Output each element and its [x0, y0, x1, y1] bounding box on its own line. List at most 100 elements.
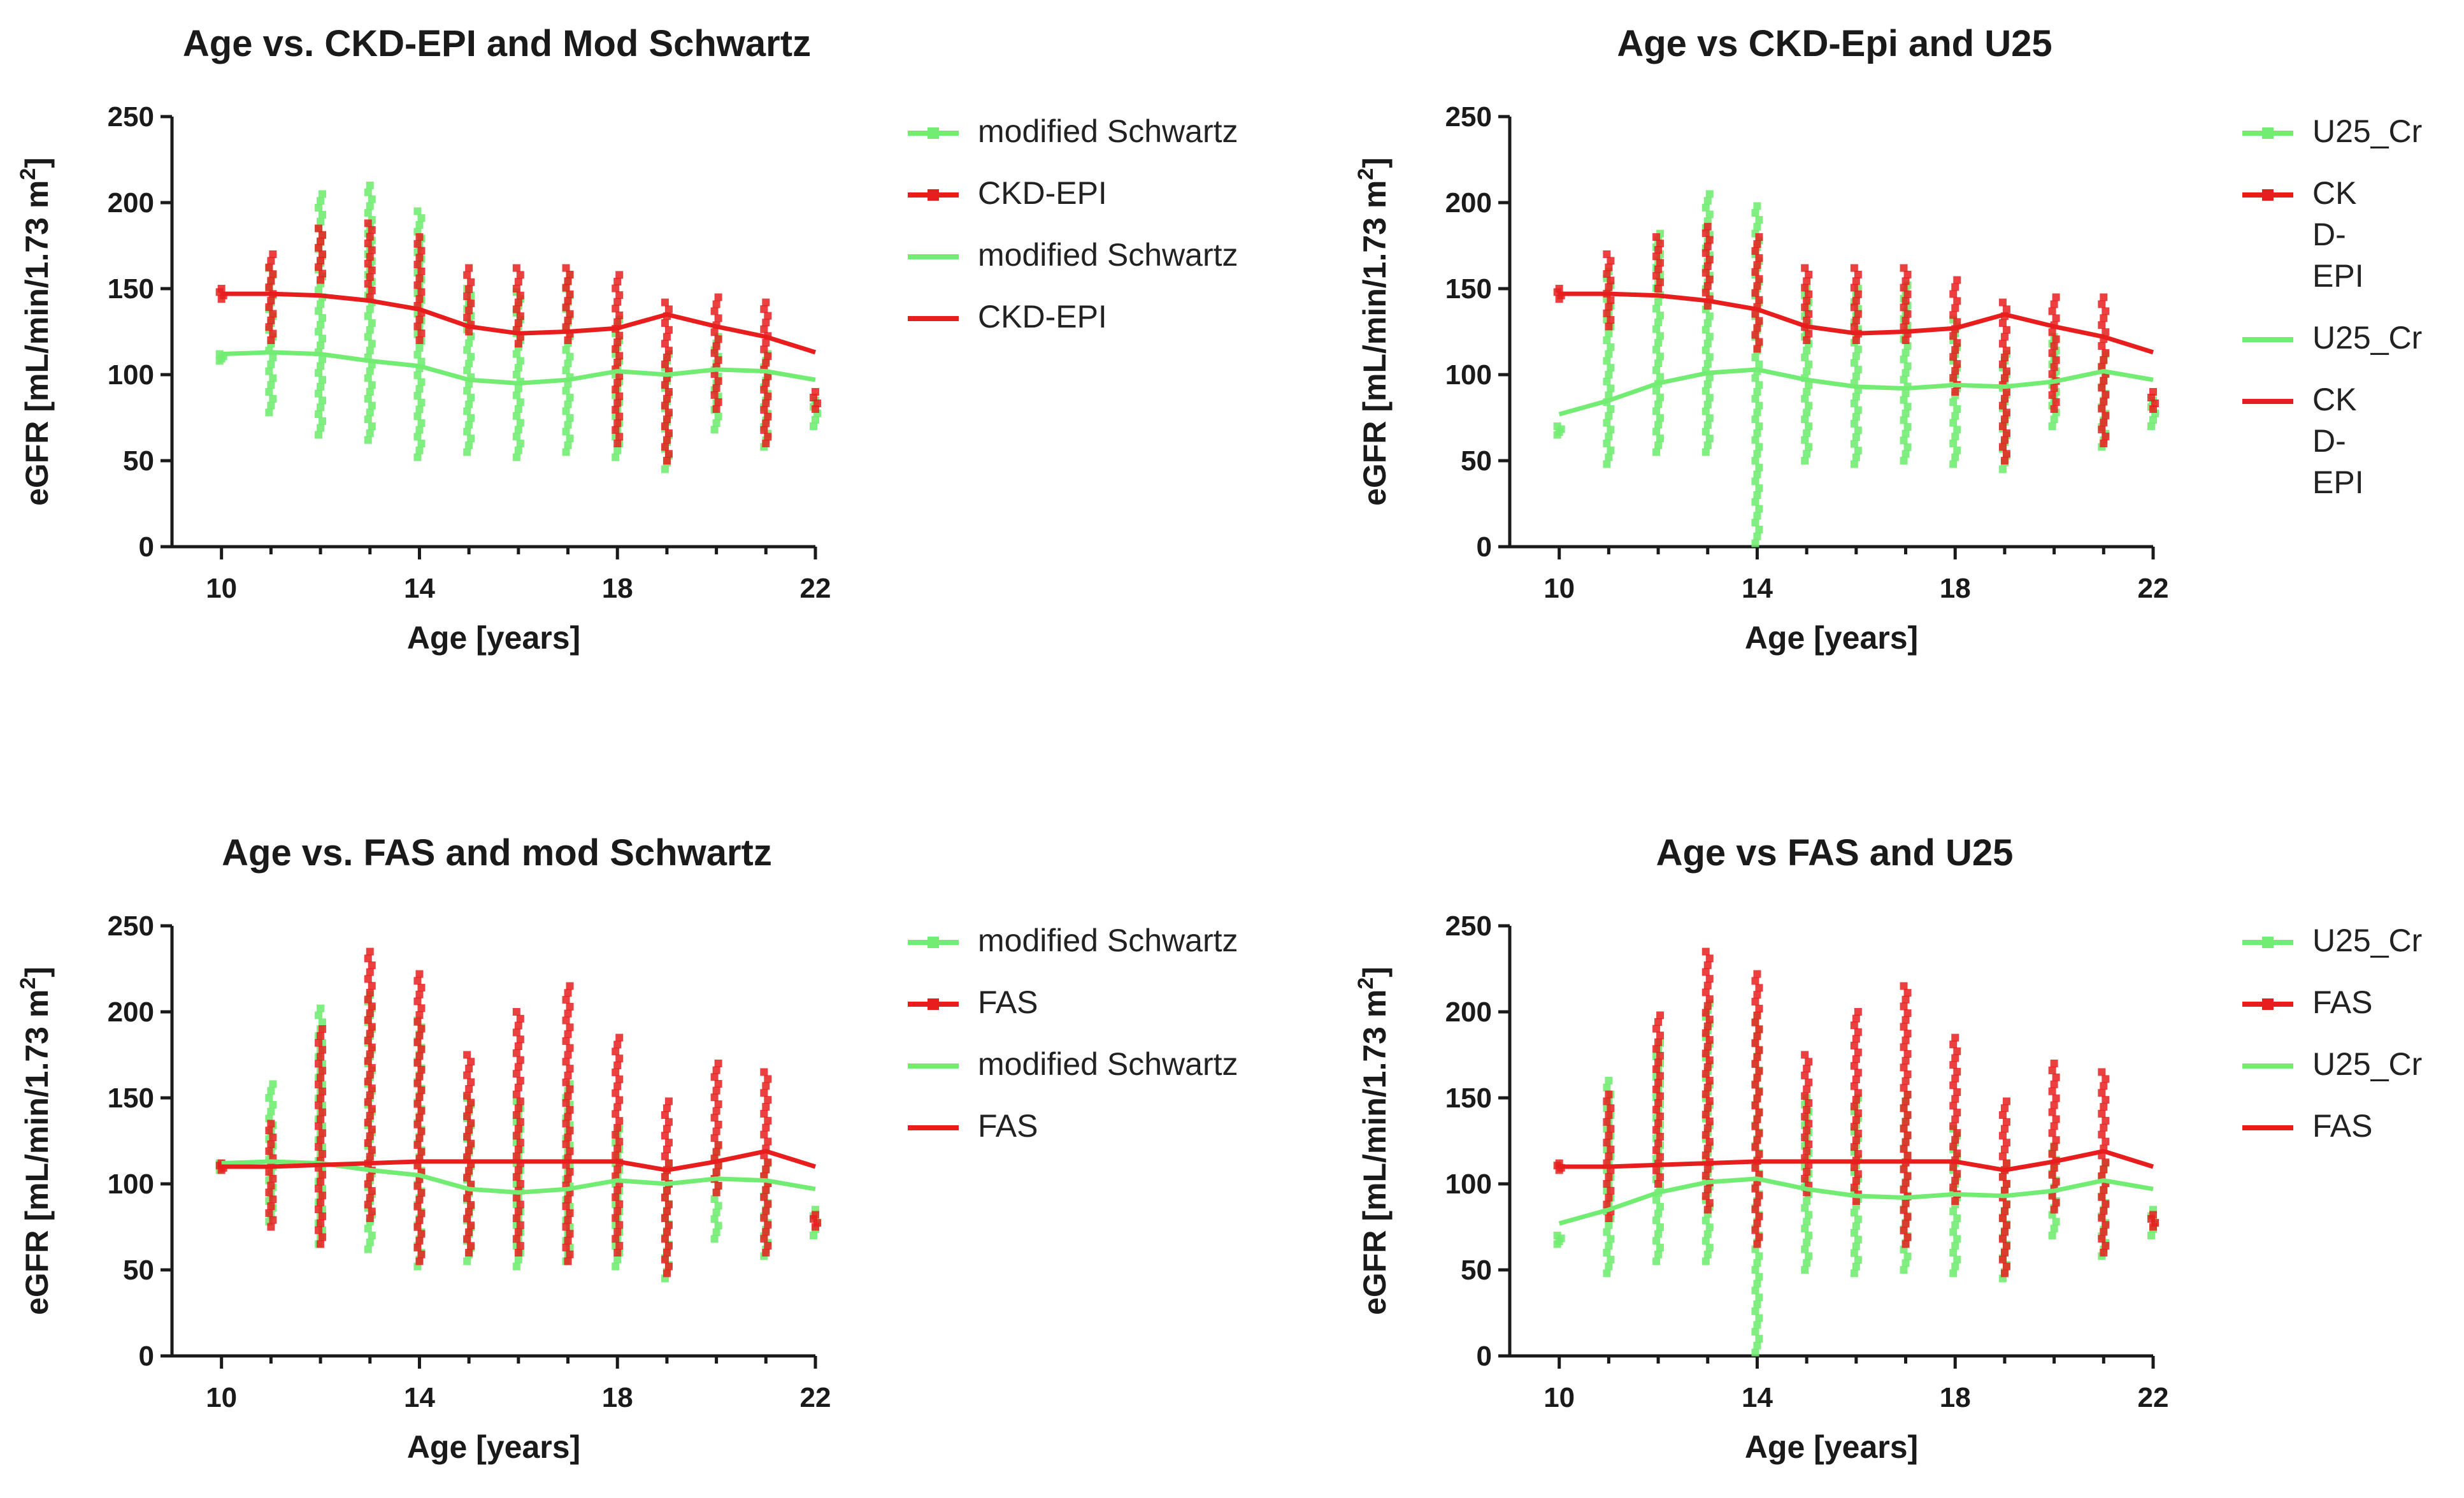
data-point	[465, 328, 473, 336]
data-point	[413, 322, 422, 331]
data-point	[1703, 339, 1712, 347]
data-point	[1753, 532, 1761, 540]
data-point	[762, 319, 770, 327]
data-point	[1755, 422, 1763, 430]
data-point	[417, 288, 426, 296]
data-point	[417, 440, 426, 448]
data-point	[512, 1152, 520, 1160]
data-point	[1705, 236, 1714, 244]
data-point	[1705, 256, 1714, 264]
y-tick-label: 250	[1445, 101, 1492, 133]
data-point	[1652, 407, 1661, 415]
data-point	[2098, 1193, 2106, 1201]
data-point	[1753, 1300, 1761, 1308]
data-point	[463, 1235, 471, 1243]
data-point	[415, 446, 424, 454]
data-point	[415, 220, 424, 229]
data-point	[2102, 1221, 2110, 1229]
chart-panel-1: Age vs. CKD-EPI and Mod Schwartz 0 50 100 15…	[16, 23, 1238, 656]
data-point	[613, 277, 622, 285]
data-point	[2048, 349, 2056, 357]
data-point	[664, 326, 673, 334]
data-point	[661, 360, 669, 368]
data-point	[1652, 448, 1661, 456]
data-point	[1701, 1131, 1710, 1139]
data-point	[2098, 1089, 2106, 1097]
data-point	[714, 335, 722, 343]
data-point	[1755, 1252, 1763, 1260]
data-point	[1656, 373, 1665, 381]
data-point	[463, 366, 471, 375]
data-point	[516, 419, 524, 427]
legend-swatch-point	[2262, 998, 2274, 1010]
data-point	[267, 1107, 275, 1116]
data-point	[2102, 1075, 2110, 1083]
data-point	[1949, 1163, 1958, 1171]
data-point	[1607, 1146, 1615, 1153]
data-point	[512, 1070, 520, 1078]
data-point	[1652, 366, 1661, 374]
data-point	[1902, 1118, 1910, 1126]
data-point	[613, 318, 622, 326]
data-point	[1652, 1166, 1661, 1174]
data-point	[1703, 1165, 1712, 1173]
data-point	[1751, 415, 1759, 424]
data-point	[465, 1085, 473, 1093]
legend-swatch-point	[928, 937, 939, 948]
data-point	[1951, 1033, 1959, 1042]
y-tick-label: 100	[1445, 1169, 1492, 1200]
data-point	[319, 1129, 327, 1137]
data-point	[661, 422, 669, 430]
data-point	[1753, 1011, 1761, 1019]
data-point	[267, 401, 275, 410]
data-point	[1902, 1077, 1910, 1085]
data-point	[1852, 1035, 1860, 1043]
data-point	[265, 388, 273, 396]
data-point	[760, 325, 768, 333]
data-point	[566, 290, 574, 298]
data-point	[2050, 342, 2058, 350]
data-point	[1603, 377, 1611, 385]
data-point	[1701, 229, 1710, 238]
data-point	[564, 359, 572, 368]
data-point	[1654, 359, 1663, 368]
data-point	[368, 1125, 376, 1134]
data-point	[368, 982, 376, 990]
data-point	[467, 414, 475, 422]
data-point	[1656, 1202, 1665, 1211]
data-point	[1705, 333, 1714, 341]
data-point	[810, 422, 817, 430]
data-point	[512, 391, 520, 400]
data-point	[1701, 1111, 1710, 1119]
y-tick-label: 0	[1477, 1341, 1492, 1372]
data-point	[1751, 394, 1759, 403]
data-point	[1705, 1077, 1714, 1084]
data-point	[267, 257, 275, 265]
data-point	[1953, 1109, 1961, 1117]
data-point	[417, 1250, 426, 1258]
data-point	[2052, 335, 2060, 343]
data-point	[566, 270, 574, 278]
data-point	[1902, 1259, 1910, 1267]
data-point	[1703, 1124, 1712, 1132]
data-point	[516, 1221, 524, 1229]
data-point	[1801, 1113, 1809, 1121]
data-point	[1751, 310, 1759, 318]
data-point	[1654, 265, 1663, 273]
data-point	[1803, 450, 1811, 458]
data-point	[1953, 1214, 1961, 1222]
data-point	[612, 1193, 620, 1201]
data-point	[764, 1137, 772, 1146]
data-point	[317, 276, 325, 284]
data-point	[514, 446, 522, 454]
data-point	[417, 268, 426, 275]
data-point	[2002, 1118, 2010, 1126]
data-point	[366, 1132, 374, 1141]
data-point	[415, 254, 424, 262]
data-point	[564, 1051, 572, 1059]
y-axis-label: eGFR [mL/min/1.73 m2]	[1354, 967, 1393, 1315]
data-point	[562, 1120, 570, 1128]
data-point	[413, 371, 422, 379]
data-point	[1903, 1111, 1912, 1119]
data-point	[1751, 436, 1759, 444]
